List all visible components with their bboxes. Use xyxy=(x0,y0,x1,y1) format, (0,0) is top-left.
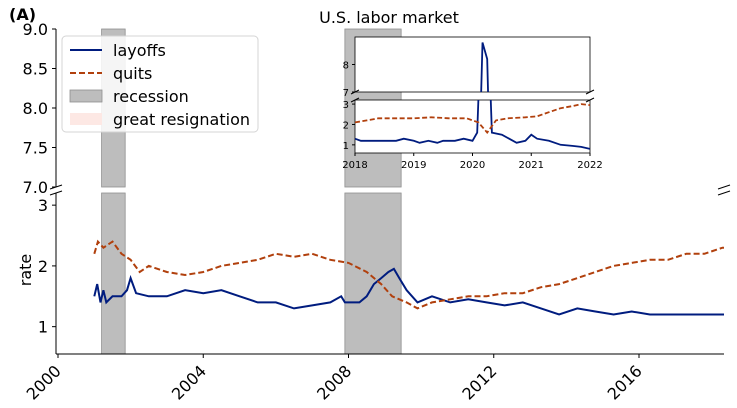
x-tick-label-2016: 2016 xyxy=(604,361,646,403)
y-tick-label-bottom-2: 2 xyxy=(38,257,48,276)
inset-y-tick-label-bottom-1: 1 xyxy=(343,141,349,152)
axis-break-mark-2 xyxy=(717,184,731,190)
layoffs-line xyxy=(93,267,724,316)
inset-top-frame xyxy=(354,36,591,93)
legend-label-layoffs: layoffs xyxy=(113,41,166,60)
inset-x-tick-label-2022: 2022 xyxy=(577,160,602,171)
x-tick-label-2004: 2004 xyxy=(168,361,210,403)
y-tick-label-top-7.0: 7.0 xyxy=(23,178,48,197)
y-tick-label-top-8.0: 8.0 xyxy=(23,99,48,118)
y-tick-label-bottom-3: 3 xyxy=(38,196,48,215)
inset-x-tick-label-2018: 2018 xyxy=(342,160,367,171)
inset-y-tick-label-top-7: 7 xyxy=(343,88,349,99)
quits-line xyxy=(93,239,724,310)
recession-band-0-bottom xyxy=(101,192,126,355)
inset-layoffs-line-bottom xyxy=(355,100,590,150)
legend-label-quits: quits xyxy=(113,64,152,83)
inset-break-mark-3 xyxy=(585,97,595,103)
inset-y-tick-label-bottom-2: 2 xyxy=(343,120,349,131)
legend-swatch-great_resignation xyxy=(70,113,102,125)
inset-chart: 7 8 1 2 3 2018 2019 2020 2021 2022 xyxy=(342,36,603,171)
y-tick-label-top-7.5: 7.5 xyxy=(23,139,48,158)
legend-box xyxy=(61,35,259,133)
legend: layoffs quits recession great resignation xyxy=(61,35,259,133)
inset-break-mark-2 xyxy=(585,89,595,95)
inset-y-tick-label-top-8: 8 xyxy=(343,61,349,72)
legend-label-recession: recession xyxy=(113,87,189,106)
axis-break-mark-1 xyxy=(49,190,63,196)
main-series-lines xyxy=(93,239,724,316)
inset-y-tick-label-bottom-3: 3 xyxy=(343,100,349,111)
y-tick-label-top-9.0: 9.0 xyxy=(23,20,48,39)
recession-band-1-bottom xyxy=(344,192,402,355)
x-tick-label-2008: 2008 xyxy=(313,361,355,403)
x-tick-label-2012: 2012 xyxy=(458,361,500,403)
panel-label: (A) xyxy=(9,5,36,24)
x-tick-label-2000: 2000 xyxy=(23,361,65,403)
legend-label-great_resignation: great resignation xyxy=(113,110,250,129)
axis-break-mark-3 xyxy=(717,190,731,196)
y-tick-label-top-8.5: 8.5 xyxy=(23,60,48,79)
inset-x-tick-label-2021: 2021 xyxy=(519,160,544,171)
chart-title: U.S. labor market xyxy=(319,8,459,27)
y-tick-label-bottom-1: 1 xyxy=(38,318,48,337)
inset-x-tick-label-2020: 2020 xyxy=(460,160,485,171)
inset-x-tick-label-2019: 2019 xyxy=(401,160,426,171)
inset-bottom-frame xyxy=(354,99,591,154)
inset-break-mark-1 xyxy=(350,97,360,103)
inset-quits-line-bottom xyxy=(355,103,590,135)
y-axis-label: rate xyxy=(16,254,35,287)
legend-swatch-recession xyxy=(69,89,103,103)
